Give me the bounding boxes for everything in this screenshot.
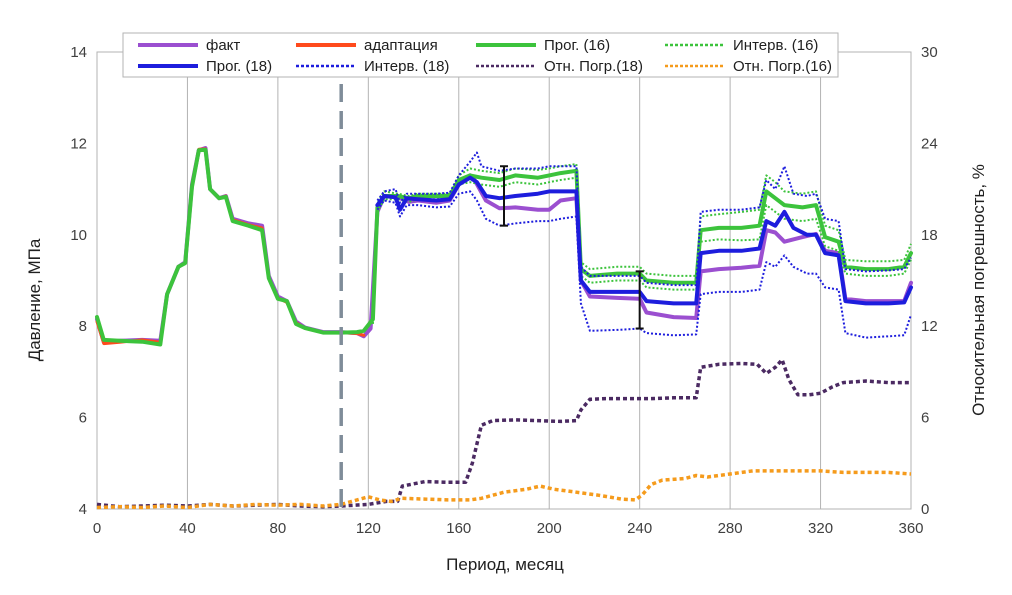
legend-label: Интерв. (18) — [364, 58, 449, 75]
x-tick-label: 0 — [93, 520, 101, 537]
series-line-9 — [96, 469, 912, 510]
y-tick-label-right: 24 — [921, 135, 938, 152]
y-tick-label-right: 6 — [921, 410, 929, 427]
x-tick-label: 80 — [270, 520, 287, 537]
x-axis-title: Период, месяц — [446, 555, 564, 574]
legend-box — [122, 32, 839, 78]
series-line-1 — [95, 147, 366, 346]
x-tick-label: 40 — [179, 520, 196, 537]
legend-label: Прог. (18) — [206, 58, 272, 75]
legend: факт адаптация Прог. (16) Интерв. (16) Прог.… — [122, 32, 839, 78]
y-tick-label-right: 18 — [921, 227, 938, 244]
y-tick-label-left: 8 — [79, 318, 87, 335]
y-axis-title-left: Давление, МПа — [25, 238, 44, 361]
markers-layer — [339, 84, 644, 509]
y-tick-label-left: 4 — [79, 501, 87, 518]
series-layer — [95, 146, 913, 510]
x-tick-label: 320 — [808, 520, 833, 537]
legend-label: адаптация — [364, 37, 438, 54]
y-tick-label-right: 12 — [921, 318, 938, 335]
legend-label: Отн. Погр.(18) — [544, 58, 643, 75]
x-tick-label: 240 — [627, 520, 652, 537]
x-tick-label: 200 — [537, 520, 562, 537]
plot-frame — [96, 51, 912, 510]
y-tick-label-left: 12 — [70, 135, 87, 152]
y-tick-label-left: 6 — [79, 410, 87, 427]
legend-label: факт — [206, 37, 240, 54]
y-axis-title-right: Относительная погрешность, % — [969, 164, 988, 416]
x-tick-label: 120 — [356, 520, 381, 537]
y-tick-label-left: 10 — [70, 227, 87, 244]
series-line-2 — [95, 147, 913, 347]
legend-label: Прог. (16) — [544, 37, 610, 54]
series-line-7 — [376, 190, 912, 339]
y-tick-label-right: 0 — [921, 501, 929, 518]
series-line-5 — [375, 175, 913, 306]
y-tick-label-left: 14 — [70, 44, 87, 61]
x-tick-label: 280 — [718, 520, 743, 537]
series-line-3 — [371, 163, 912, 322]
y-tick-label-right: 30 — [921, 44, 938, 61]
grid-lines — [186, 52, 822, 509]
series-line-8 — [96, 357, 911, 509]
series-line-6 — [376, 151, 912, 287]
axes-layer: 0 40 80 120 160 200 240 280 320 360 4 6 8 10 12 14 0 6 12 1… — [70, 44, 937, 537]
plot-area-border — [96, 51, 912, 510]
legend-label: Интерв. (16) — [733, 37, 818, 54]
x-tick-label: 160 — [446, 520, 471, 537]
legend-label: Отн. Погр.(16) — [733, 58, 832, 75]
x-tick-label: 360 — [898, 520, 923, 537]
